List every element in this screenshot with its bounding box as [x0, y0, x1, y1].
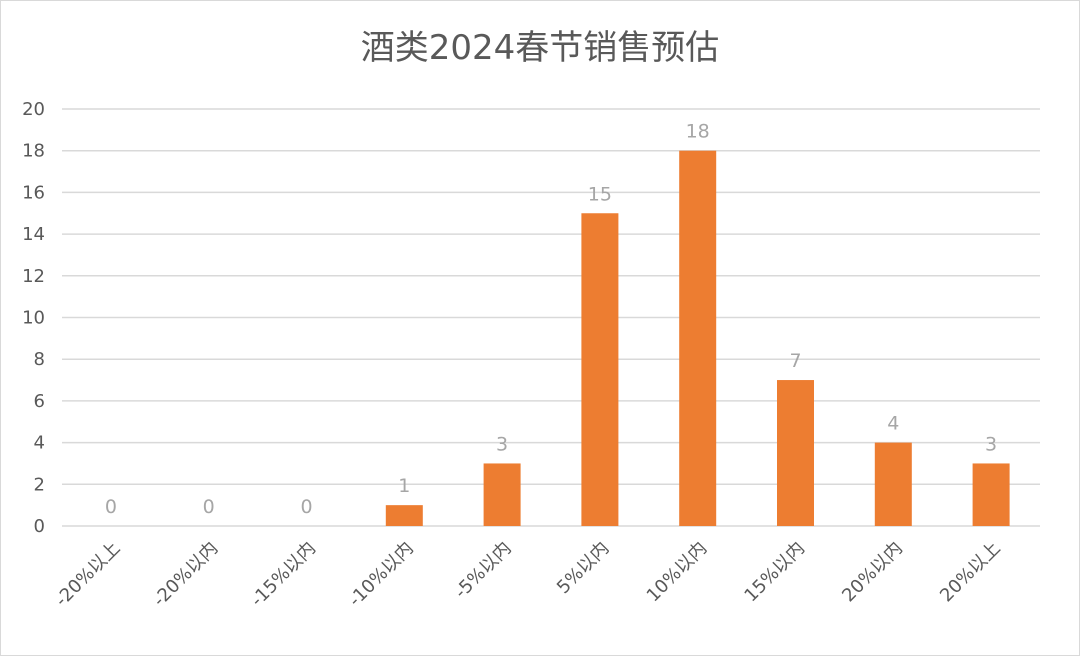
data-label: 0 [105, 496, 117, 518]
x-tick-label: -20%以内 [149, 538, 222, 611]
y-tick-label: 18 [22, 141, 45, 162]
y-tick-label: 16 [22, 182, 45, 203]
data-label: 18 [686, 121, 710, 143]
bar [972, 463, 1010, 526]
data-label: 4 [887, 413, 899, 435]
x-tick-label: -15%以内 [247, 538, 320, 611]
data-label: 0 [203, 496, 215, 518]
data-label: 3 [985, 433, 997, 455]
chart-title: 酒类2024春节销售预估 [361, 28, 720, 68]
x-tick-label: 5%以内 [553, 538, 614, 599]
data-label: 1 [398, 475, 410, 497]
x-tick-label: -10%以内 [345, 538, 418, 611]
x-tick-label: 15%以内 [740, 538, 809, 607]
y-axis-ticks: 0 2 4 6 8 10 12 14 16 18 20 [22, 99, 45, 537]
x-tick-label: 20%以内 [838, 538, 907, 607]
data-labels: 0 0 0 1 3 15 18 7 4 3 [105, 121, 997, 518]
gridlines [62, 108, 1040, 527]
bar [385, 505, 423, 526]
bar [679, 150, 717, 526]
bar [483, 463, 521, 526]
y-tick-label: 20 [22, 99, 45, 120]
bar [874, 442, 912, 526]
data-label: 3 [496, 433, 508, 455]
x-tick-label: -20%以上 [51, 538, 124, 611]
y-tick-label: 14 [22, 224, 45, 245]
bars [385, 150, 1010, 526]
bar [581, 213, 619, 526]
data-label: 7 [789, 350, 801, 372]
y-tick-label: 12 [22, 266, 45, 287]
data-label: 0 [300, 496, 312, 518]
y-tick-label: 6 [34, 391, 45, 412]
x-tick-label: 10%以内 [643, 538, 712, 607]
data-label: 15 [588, 183, 612, 205]
x-tick-label: -5%以内 [451, 538, 516, 603]
bar [777, 380, 814, 526]
y-tick-label: 2 [34, 474, 45, 495]
x-tick-label: 20%以上 [936, 538, 1005, 607]
y-tick-label: 10 [22, 308, 45, 329]
y-tick-label: 8 [34, 349, 45, 370]
y-tick-label: 4 [34, 433, 45, 454]
x-axis-ticks: -20%以上 -20%以内 -15%以内 -10%以内 -5%以内 5%以内 10%以内 15… [51, 538, 1004, 611]
y-tick-label: 0 [34, 516, 45, 537]
